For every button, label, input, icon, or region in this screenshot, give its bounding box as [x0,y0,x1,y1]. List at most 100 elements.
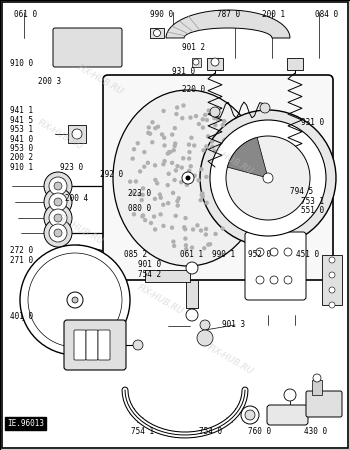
Bar [68,125,86,143]
Circle shape [44,188,72,216]
Text: 787 0: 787 0 [217,10,240,19]
Circle shape [217,179,222,183]
Circle shape [182,225,187,230]
Circle shape [237,192,241,197]
Circle shape [141,213,145,218]
Circle shape [142,150,147,154]
FancyBboxPatch shape [98,330,110,360]
Circle shape [133,340,143,350]
Circle shape [180,116,184,120]
Text: 754 2: 754 2 [138,270,161,279]
Circle shape [183,236,188,241]
Text: FIX-HUB.RU: FIX-HUB.RU [135,283,184,317]
Circle shape [28,253,122,347]
Circle shape [204,232,208,237]
Circle shape [260,103,270,113]
Circle shape [171,191,175,195]
Circle shape [200,191,205,196]
Circle shape [186,262,198,274]
Circle shape [200,320,210,330]
Text: 901 0: 901 0 [138,260,161,269]
Circle shape [20,245,130,355]
Circle shape [184,247,188,251]
Circle shape [67,292,83,308]
Circle shape [192,143,196,148]
Text: 200 3: 200 3 [38,76,62,86]
Circle shape [204,175,209,179]
Circle shape [72,129,82,139]
Circle shape [159,196,163,200]
Circle shape [201,117,205,122]
Circle shape [134,179,138,184]
Circle shape [170,225,174,230]
Circle shape [173,141,177,146]
Text: 061 1: 061 1 [180,250,203,259]
Circle shape [166,201,170,205]
Circle shape [193,59,199,65]
Text: 272 0: 272 0 [10,246,34,255]
Text: 220 0: 220 0 [182,86,205,94]
Circle shape [54,182,62,190]
Text: FIX-HUB.RU: FIX-HUB.RU [76,63,125,97]
Circle shape [168,150,173,154]
Circle shape [153,126,158,130]
Circle shape [155,181,160,185]
Circle shape [140,193,145,197]
Text: 551 0: 551 0 [301,206,324,215]
Circle shape [222,119,226,123]
Bar [192,58,201,67]
Circle shape [206,134,210,139]
Circle shape [142,165,147,169]
Circle shape [187,170,191,174]
Text: 953 1: 953 1 [10,125,34,134]
Text: 292 0: 292 0 [100,170,123,179]
Circle shape [153,227,158,232]
Bar [287,58,303,70]
Circle shape [173,178,177,182]
Wedge shape [228,137,268,178]
Text: 901 3: 901 3 [222,320,245,329]
Circle shape [153,197,157,201]
Circle shape [263,173,273,183]
Circle shape [49,224,67,242]
Circle shape [49,193,67,211]
Circle shape [131,157,135,161]
Circle shape [313,374,321,382]
Circle shape [210,107,220,117]
Circle shape [222,202,226,207]
Circle shape [154,30,161,36]
Bar [186,280,198,308]
Circle shape [72,297,78,303]
FancyBboxPatch shape [64,320,126,370]
FancyBboxPatch shape [86,330,98,360]
Text: FIX-HUB.RU: FIX-HUB.RU [205,343,254,377]
Circle shape [270,248,278,256]
Circle shape [226,136,310,220]
Text: 451 0: 451 0 [296,250,319,259]
Circle shape [208,242,212,247]
Circle shape [194,114,198,118]
Circle shape [186,176,190,180]
Text: 061 0: 061 0 [14,10,37,19]
Circle shape [197,330,213,346]
Text: 901 2: 901 2 [182,43,205,52]
Circle shape [198,198,203,202]
Circle shape [205,118,209,122]
Circle shape [171,239,176,244]
Circle shape [181,156,186,161]
Circle shape [146,161,150,165]
Circle shape [212,149,217,153]
Circle shape [200,110,336,246]
Circle shape [174,168,178,173]
Circle shape [150,120,155,125]
Text: FIX-HUB.RU: FIX-HUB.RU [55,213,105,247]
Circle shape [220,123,225,127]
Ellipse shape [113,90,263,266]
Circle shape [199,193,204,197]
Circle shape [204,227,208,231]
Circle shape [210,187,215,192]
FancyBboxPatch shape [306,391,342,417]
Circle shape [210,120,326,236]
Circle shape [166,183,170,187]
Circle shape [329,287,335,293]
